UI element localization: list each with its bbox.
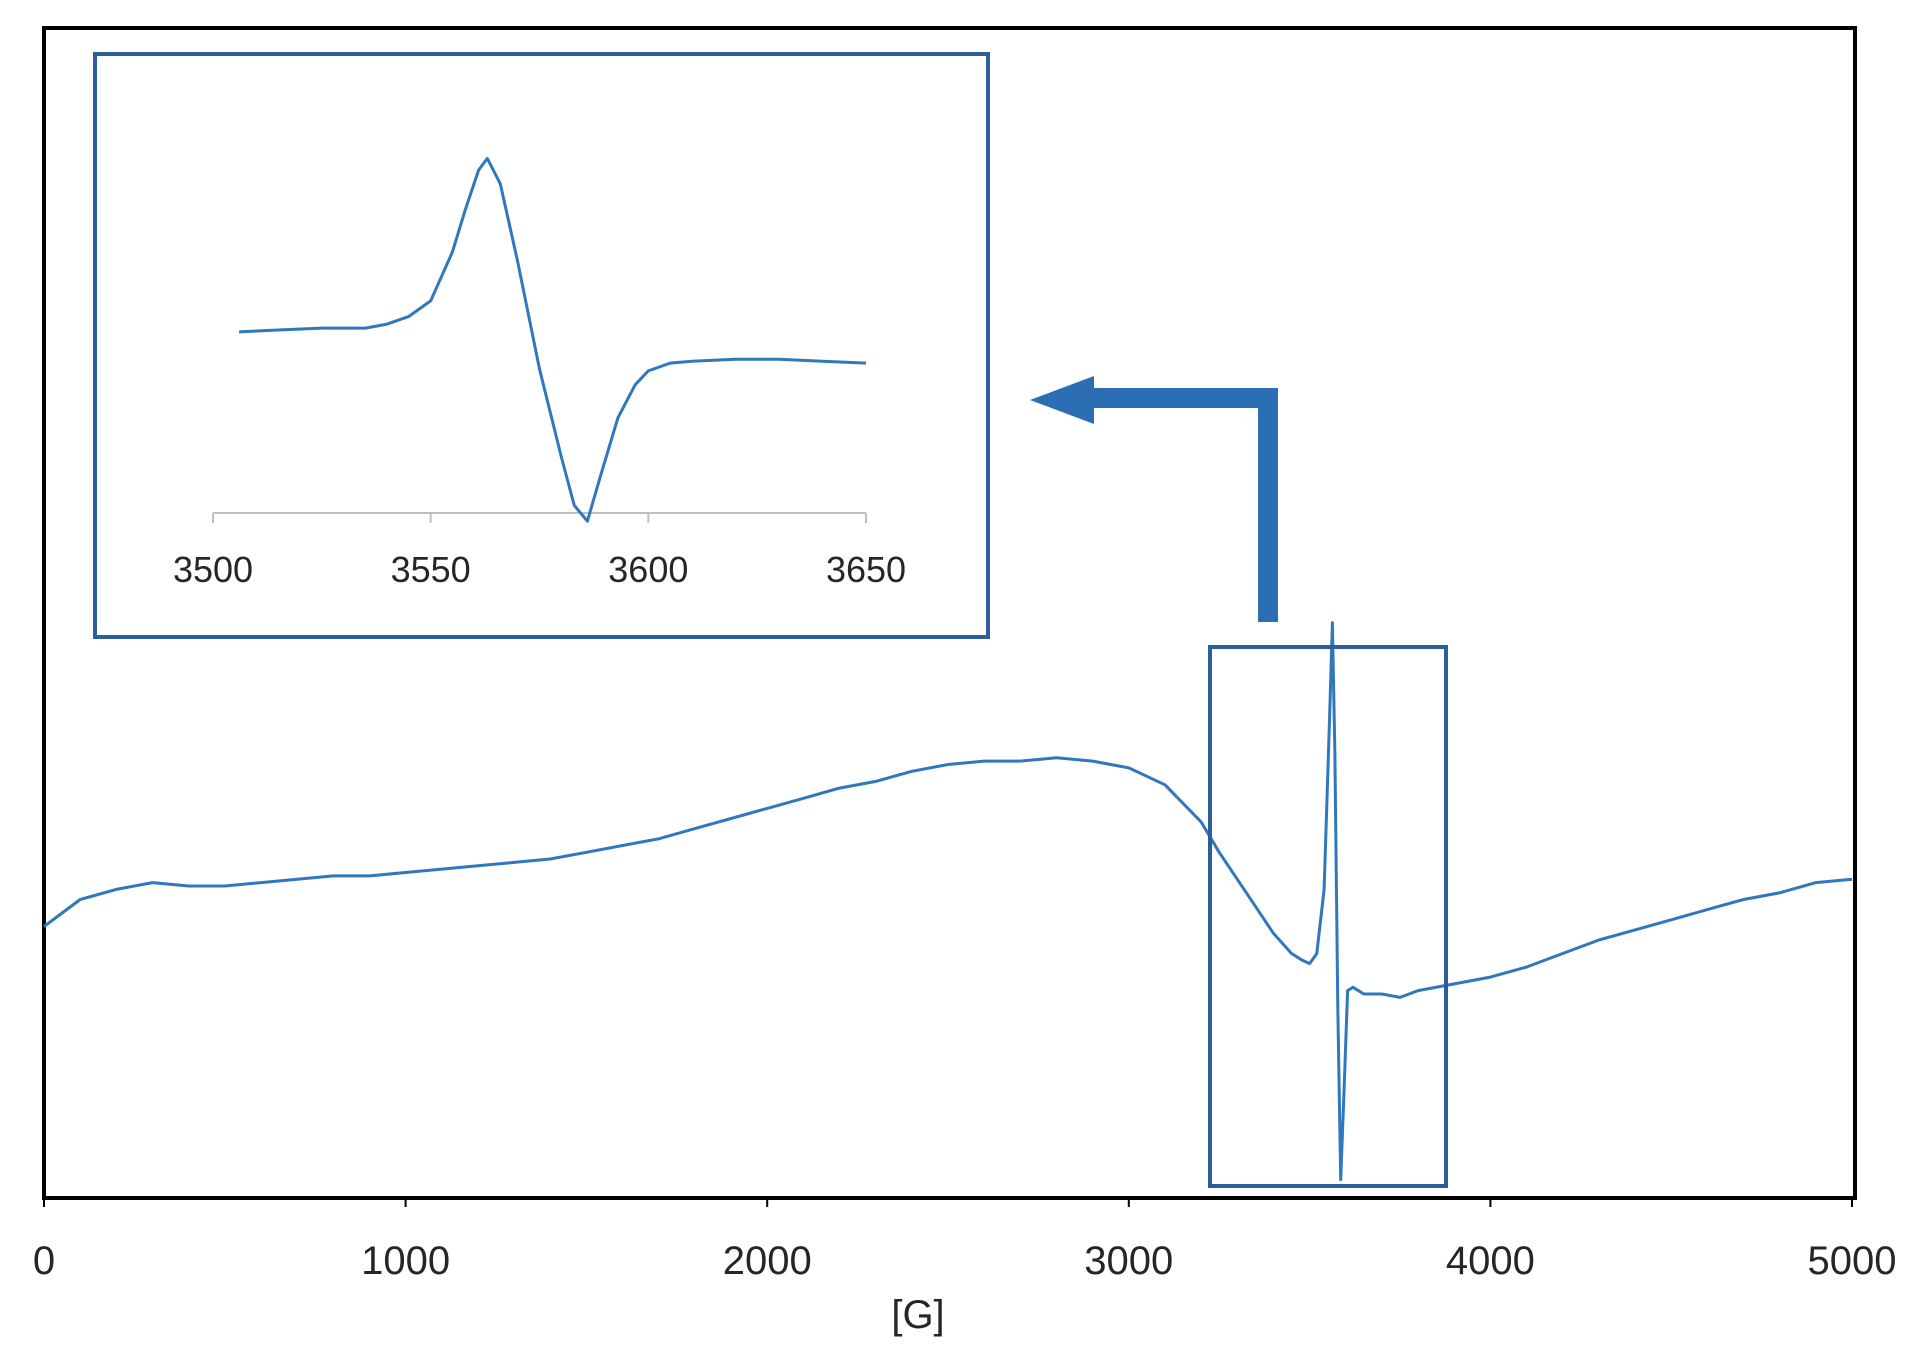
inset-x-tick-label-0: 3500 bbox=[173, 549, 253, 590]
zoom-arrow-icon bbox=[1092, 388, 1278, 622]
main-x-tick-label-4: 4000 bbox=[1446, 1239, 1535, 1283]
main-plot-frame bbox=[42, 26, 1857, 1200]
zoom-region-box bbox=[1208, 645, 1448, 1188]
main-x-tick-label-5: 5000 bbox=[1808, 1239, 1897, 1283]
inset-box bbox=[93, 52, 990, 639]
main-x-ticks bbox=[43, 1198, 1853, 1207]
inset-x-ticks bbox=[212, 513, 867, 523]
zoom-arrowhead-icon bbox=[1030, 376, 1094, 424]
main-x-tick-label-0: 0 bbox=[33, 1239, 55, 1283]
main-x-axis-label: [G] bbox=[891, 1293, 944, 1337]
inset-x-tick-labels: 3500 3550 3600 3650 bbox=[173, 549, 906, 590]
inset-x-tick-label-1: 3550 bbox=[391, 549, 471, 590]
main-spectrum-line bbox=[43, 621, 1853, 1182]
main-x-tick-label-2: 2000 bbox=[723, 1239, 812, 1283]
main-x-tick-label-1: 1000 bbox=[361, 1239, 450, 1283]
inset-x-tick-label-2: 3600 bbox=[608, 549, 688, 590]
inset-spectrum-line bbox=[239, 156, 867, 523]
main-x-tick-labels: 0 1000 2000 3000 4000 5000 bbox=[33, 1239, 1897, 1283]
main-x-tick-label-3: 3000 bbox=[1084, 1239, 1173, 1283]
inset-x-tick-label-3: 3650 bbox=[826, 549, 906, 590]
